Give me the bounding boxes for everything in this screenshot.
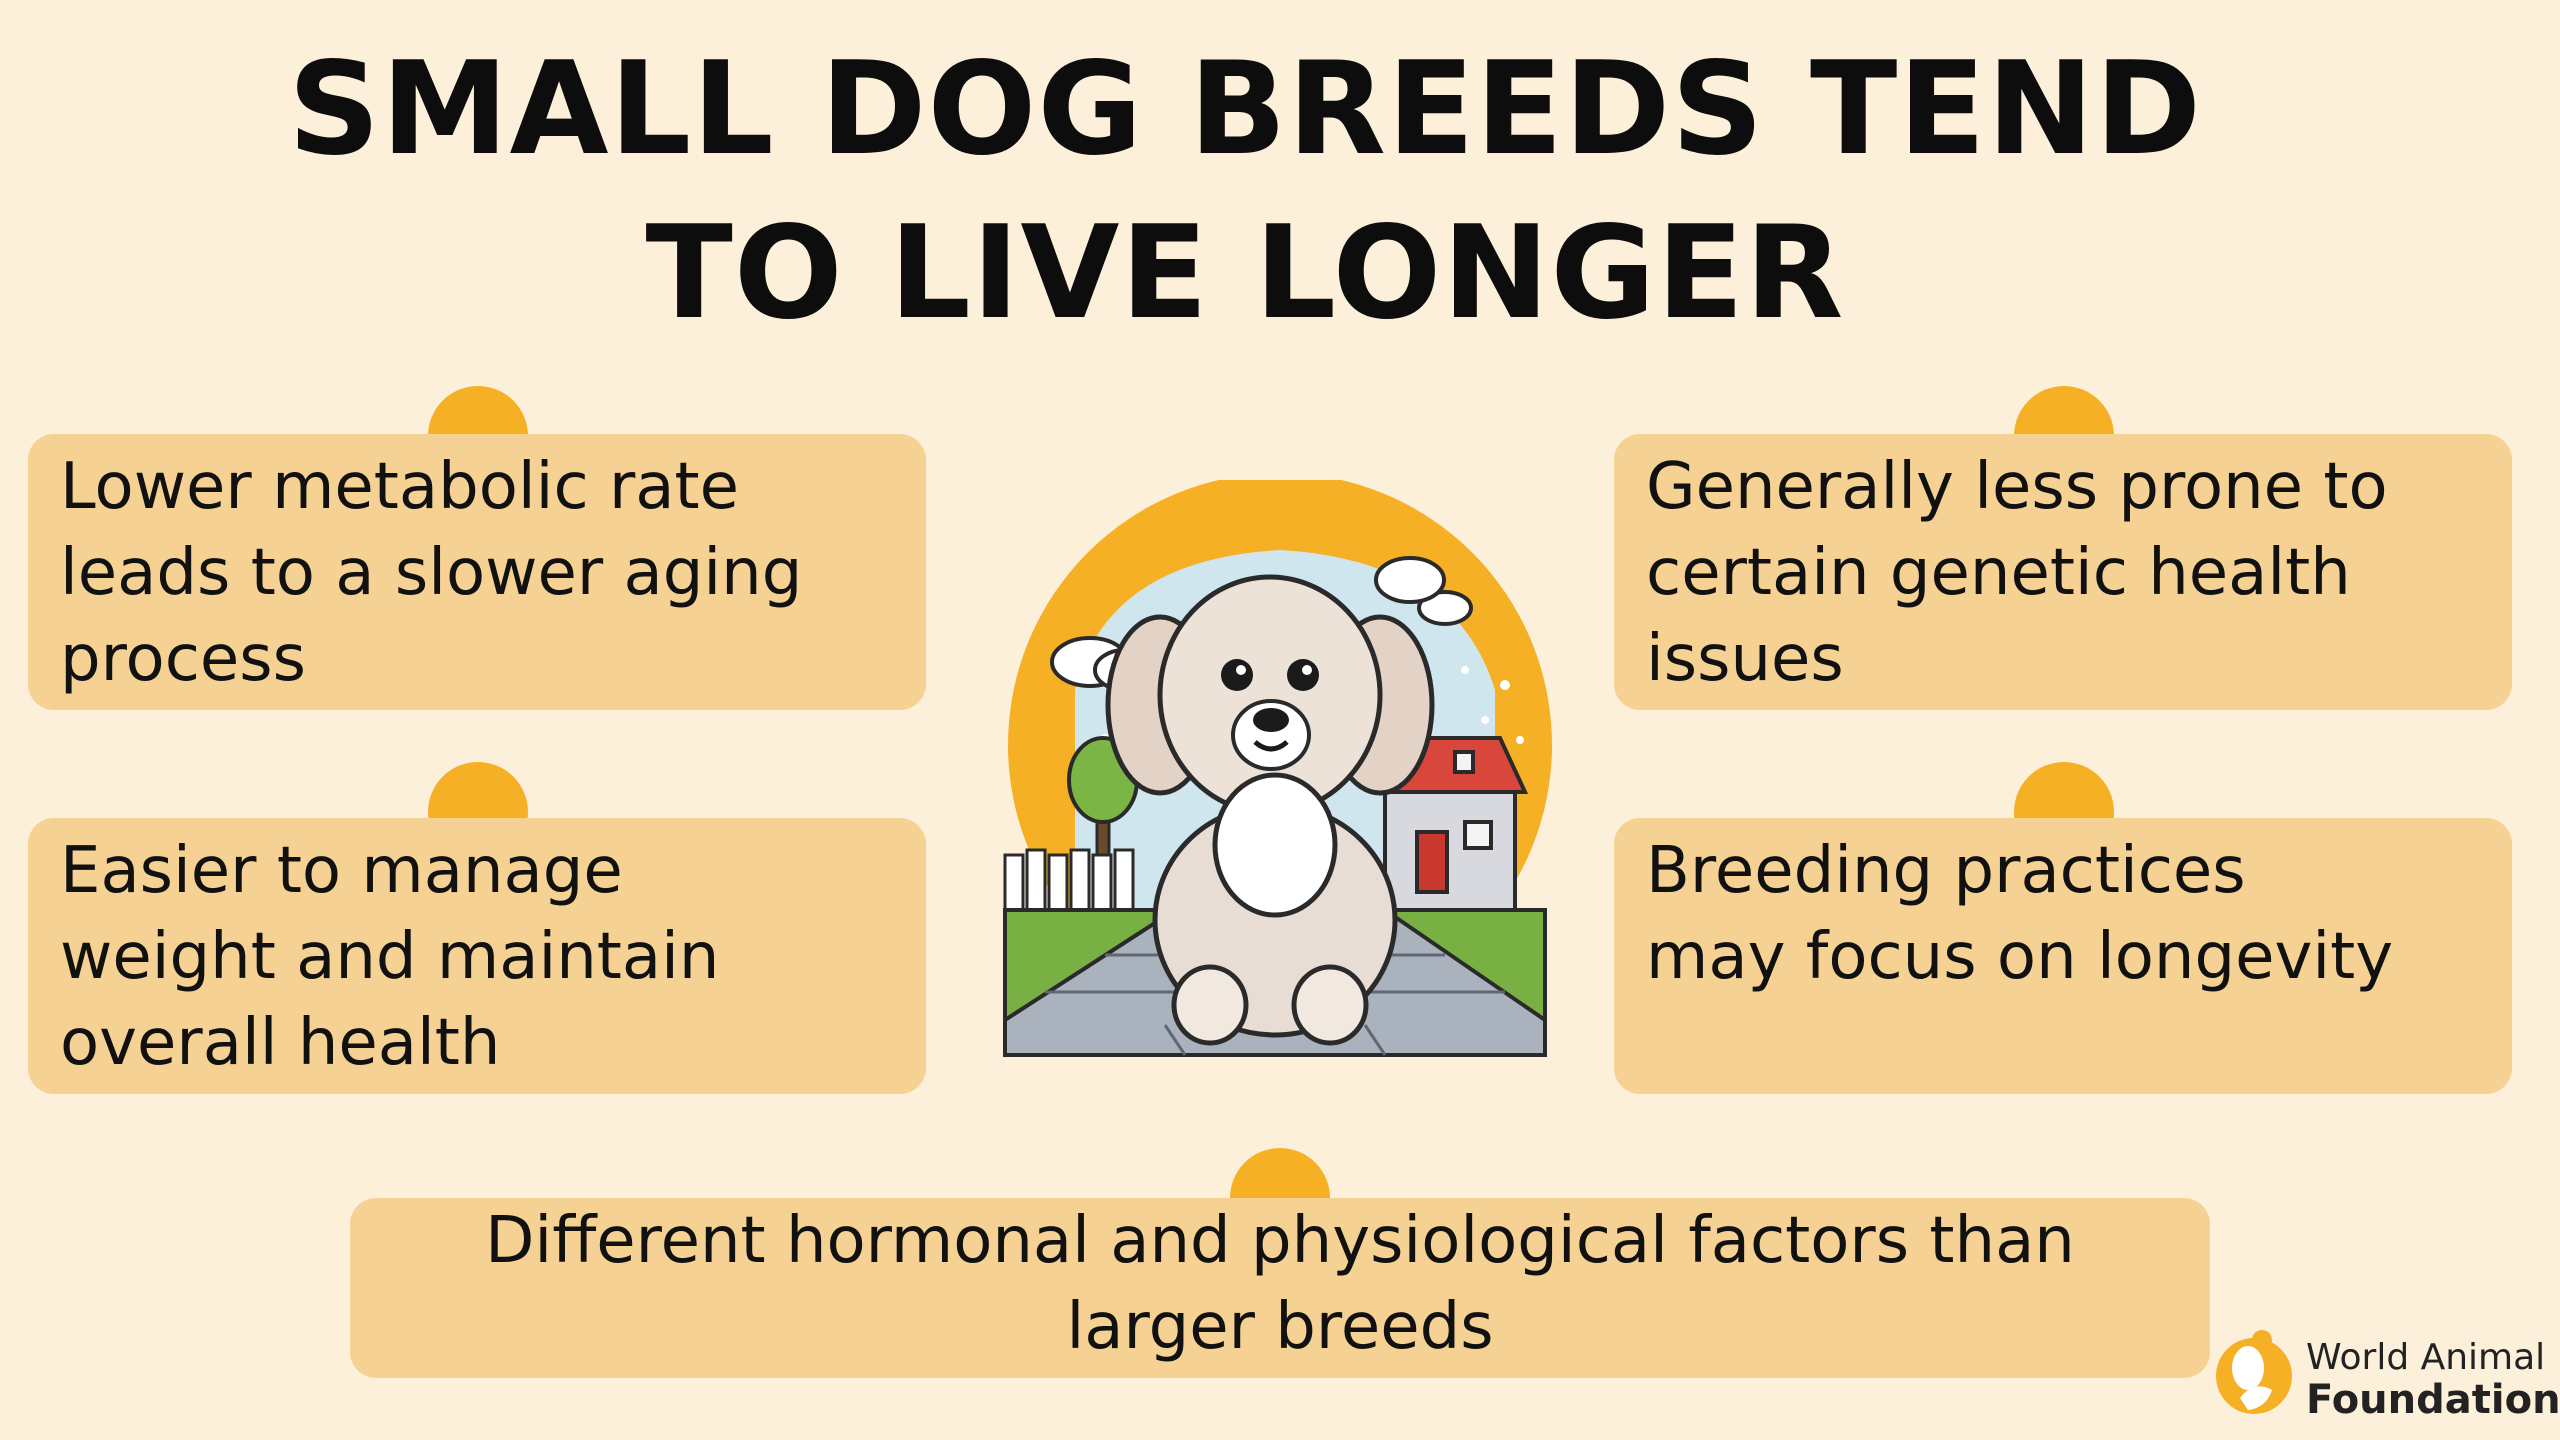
fact-card-line: Lower metabolic rate [60, 450, 739, 524]
fact-card-line: Breeding practices [1646, 834, 2246, 908]
fact-card-line: leads to a slower aging [60, 536, 803, 610]
title-line-1: SMALL DOG BREEDS TEND [287, 35, 2203, 184]
fact-card-line: Easier to manage [60, 834, 623, 908]
fact-card-line: issues [1646, 622, 1844, 696]
title-line-2: TO LIVE LONGER [645, 199, 1845, 348]
fact-card-line: certain genetic health [1646, 536, 2351, 610]
fact-card-line: weight and maintain [60, 920, 720, 994]
fact-card-line: may focus on longevity [1646, 920, 2394, 994]
logo-text-foundation: Foundation [2306, 1377, 2560, 1423]
fact-card-hormonal: Different hormonal and physiological fac… [350, 1198, 2210, 1378]
logo-text-world-animal: World Animal [2306, 1337, 2546, 1378]
page-title: SMALL DOG BREEDS TEND TO LIVE LONGER [0, 28, 2490, 356]
fact-card-line: overall health [60, 1006, 501, 1080]
foundation-logo-icon [2216, 1330, 2292, 1414]
fact-card-line: Generally less prone to [1646, 450, 2388, 524]
world-animal-foundation-logo: World Animal Foundation [2210, 1318, 2560, 1422]
dog-icon [1003, 480, 1552, 1057]
fact-card-line: Different hormonal and physiological fac… [485, 1204, 2075, 1278]
fact-card-genetic-health: Generally less prone to certain genetic … [1614, 434, 2512, 710]
fact-card-line: larger breeds [1066, 1290, 1494, 1364]
fact-card-metabolic-rate: Lower metabolic rate leads to a slower a… [28, 434, 926, 710]
fact-card-weight: Easier to manage weight and maintain ove… [28, 818, 926, 1094]
fact-card-breeding: Breeding practices may focus on longevit… [1614, 818, 2512, 1094]
fact-card-line: process [60, 622, 306, 696]
